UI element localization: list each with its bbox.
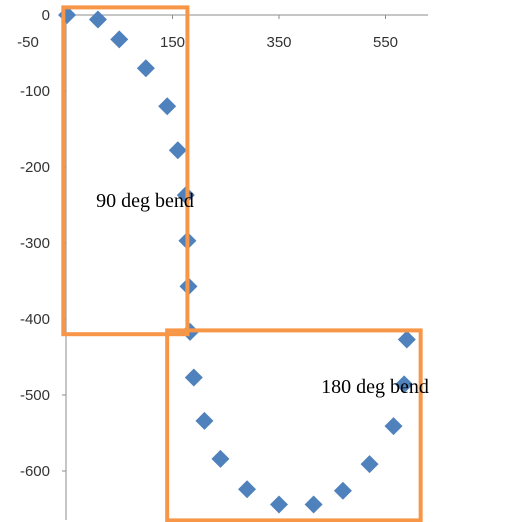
x-tick-label: 350 — [266, 34, 291, 51]
data-point-diamond — [168, 141, 187, 160]
x-tick-label: -50 — [17, 34, 39, 51]
data-point-diamond — [58, 6, 77, 24]
data-point-diamond — [88, 10, 107, 29]
data-point-diamond — [397, 330, 416, 349]
data-point-diamond — [211, 449, 230, 468]
y-tick-label: 0 — [42, 7, 50, 24]
data-point-diamond — [304, 495, 323, 514]
data-point-diamond — [136, 59, 155, 78]
annotation-box-90-deg — [61, 5, 190, 337]
data-point-diamond — [184, 368, 203, 387]
data-point-diamond — [360, 455, 379, 474]
annotation-label-180-deg: 180 deg bend — [321, 376, 429, 398]
data-points — [58, 6, 416, 514]
data-point-diamond — [110, 30, 129, 49]
data-point-diamond — [333, 481, 352, 500]
data-point-diamond — [270, 495, 288, 514]
y-tick-label: -400 — [20, 311, 50, 328]
y-tick-label: -300 — [20, 235, 50, 252]
x-tick-label: 150 — [160, 34, 185, 51]
data-point-diamond — [395, 375, 414, 394]
y-tick-label: -600 — [20, 463, 50, 480]
y-tick-label: -200 — [20, 159, 50, 176]
data-point-diamond — [158, 97, 177, 116]
axes — [62, 14, 429, 520]
data-point-diamond — [384, 417, 403, 436]
y-tick-label: -500 — [20, 387, 50, 404]
annotation-box-180-deg — [165, 328, 423, 522]
annotation-label-90-deg: 90 deg bend — [96, 190, 194, 212]
data-point-diamond — [195, 411, 214, 430]
tick-labels: -50 150 350 550 0 -100 -200 -300 -400 -500 -600 — [17, 7, 398, 480]
annotations: 90 deg bend 180 deg bend — [61, 5, 429, 522]
x-tick-label: 550 — [373, 34, 398, 51]
y-tick-label: -100 — [20, 83, 50, 100]
data-point-diamond — [238, 480, 257, 499]
